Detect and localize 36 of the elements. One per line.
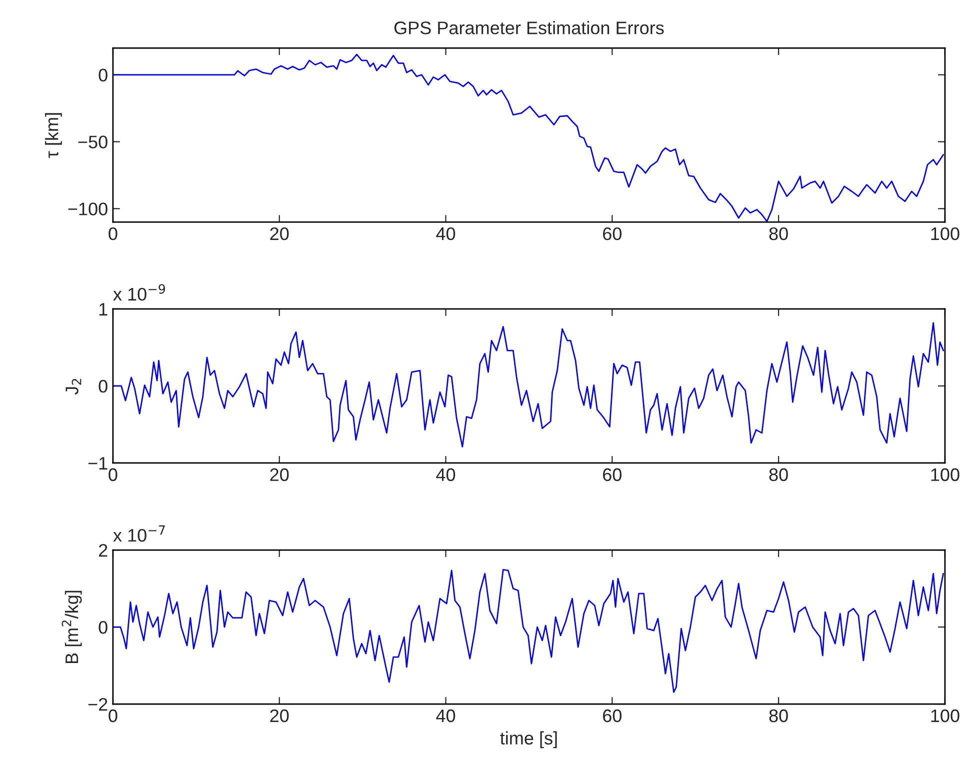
x-tick-label: 20: [270, 709, 289, 722]
x-axis-title: time [s]: [500, 731, 557, 748]
x-tick-label: 80: [769, 709, 788, 722]
x-tick-label: 40: [436, 468, 456, 482]
x-tick-label: 40: [436, 227, 456, 240]
y-tick-label: −50: [78, 136, 108, 148]
text: x 10$^{−9}$: [113, 284, 166, 301]
line-series: [112, 568, 944, 693]
x-tick-label: 20: [270, 227, 289, 240]
x-tick-label: 100: [931, 709, 960, 722]
y-axis-title: B [m$^{2}$/kg]: [62, 590, 82, 664]
x-tick-label: 40: [436, 709, 456, 722]
y-axis-title: J$_{2}$: [66, 378, 82, 395]
line-series: [112, 322, 944, 448]
x-tick-label: 80: [769, 468, 788, 482]
y-tick-label: −2: [88, 698, 108, 711]
y-tick-label: 2: [98, 544, 108, 557]
text: x 10$^{−7}$: [113, 525, 165, 542]
chart-title: GPS Parameter Estimation Errors: [394, 21, 664, 34]
x-tick-label: 80: [769, 227, 788, 240]
x-tick-label: 100: [931, 227, 960, 240]
x-tick-label: 0: [108, 709, 118, 722]
y-tick-label: 0: [98, 68, 108, 82]
y-tick-label: 0: [98, 380, 108, 393]
y-tick-label: 0: [98, 620, 108, 634]
x-tick-label: 20: [270, 468, 289, 482]
x-tick-label: 60: [603, 468, 622, 482]
x-tick-label: 60: [603, 227, 622, 240]
y-tick-label: 1: [99, 303, 108, 316]
x-tick-label: 0: [108, 227, 118, 240]
x-tick-label: 60: [603, 709, 622, 722]
x-tick-label: 0: [108, 468, 118, 482]
x-tick-label: 100: [931, 468, 960, 482]
y-axis-title: τ [km]: [45, 113, 62, 158]
y-tick-label: −1: [88, 457, 108, 470]
y-tick-label: −100: [68, 202, 108, 216]
